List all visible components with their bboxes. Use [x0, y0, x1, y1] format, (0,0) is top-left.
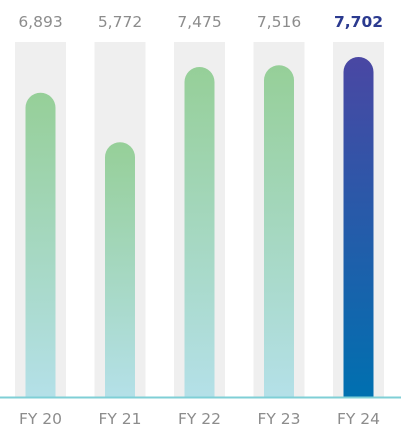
category-label: FY 22 [178, 410, 221, 428]
bars [25, 57, 374, 398]
value-label: 6,893 [18, 13, 62, 31]
bar [25, 92, 56, 398]
value-label: 7,516 [257, 13, 301, 31]
bar-highlight [343, 57, 374, 398]
value-label: 7,702 [334, 13, 383, 31]
bar [264, 65, 294, 397]
bar [184, 67, 215, 397]
category-label: FY 20 [19, 410, 62, 428]
value-labels: 6,893 5,772 7,475 7,516 7,702 [18, 13, 383, 31]
bar [105, 142, 135, 397]
value-label: 5,772 [98, 13, 142, 31]
value-label: 7,475 [177, 13, 221, 31]
category-label: FY 23 [257, 410, 300, 428]
category-labels: FY 20 FY 21 FY 22 FY 23 FY 24 [19, 410, 380, 428]
category-label: FY 21 [98, 410, 141, 428]
category-label: FY 24 [337, 410, 380, 428]
